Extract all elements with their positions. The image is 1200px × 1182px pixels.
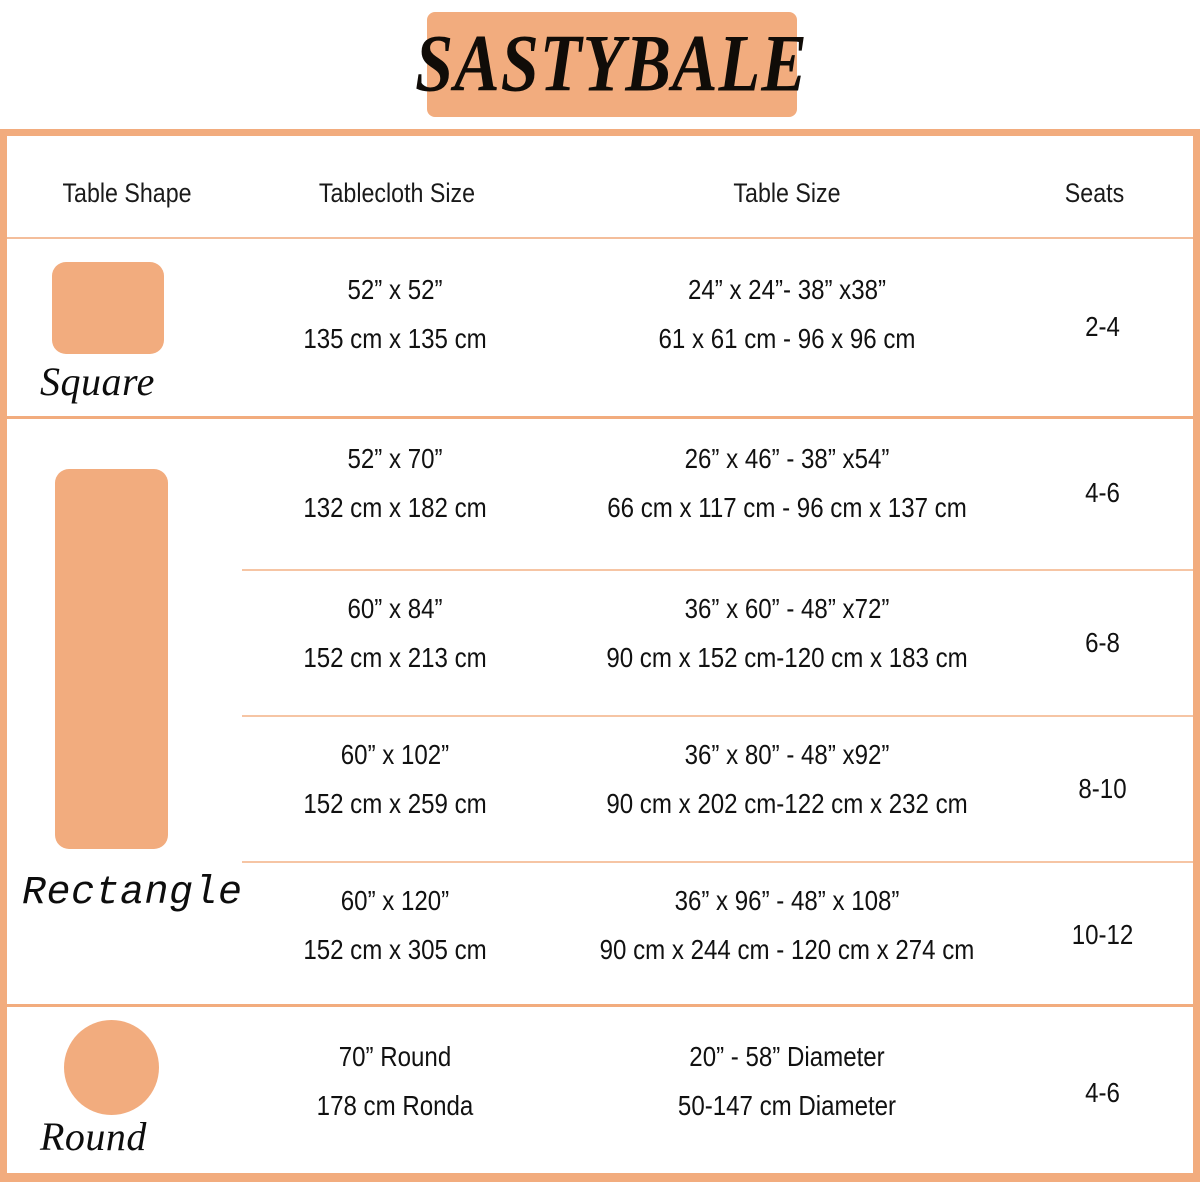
cell-table-size: 20” - 58” Diameter 50-147 cm Diameter <box>585 1042 989 1121</box>
tablecloth-cm: 152 cm x 305 cm <box>303 934 487 966</box>
size-chart-table: Table Shape Tablecloth Size Table Size S… <box>0 129 1200 1182</box>
seats-value: 4-6 <box>1085 1077 1120 1108</box>
tablecloth-inches: 60” x 84” <box>347 593 443 624</box>
cell-tablecloth-size: 60” x 102” 152 cm x 259 cm <box>266 740 524 819</box>
rectangle-swatch-icon <box>55 469 168 849</box>
cell-seats: 10-12 <box>1036 919 1169 951</box>
tablecloth-inches: 52” x 70” <box>347 443 443 474</box>
table-row: 60” x 84” 152 cm x 213 cm 36” x 60” - 48… <box>7 569 1193 717</box>
tablecloth-cm: 132 cm x 182 cm <box>303 492 487 524</box>
table-row: 52” x 52” 135 cm x 135 cm 24” x 24”- 38”… <box>7 239 1193 419</box>
tablecloth-cm: 152 cm x 259 cm <box>303 788 487 820</box>
tablecloth-inches: 60” x 102” <box>340 739 450 770</box>
table-cm: 90 cm x 152 cm-120 cm x 183 cm <box>606 642 968 674</box>
cell-seats: 8-10 <box>1036 773 1169 805</box>
table-inches: 24” x 24”- 38” x38” <box>687 274 887 305</box>
cell-tablecloth-size: 70” Round 178 cm Ronda <box>266 1042 524 1121</box>
column-header-seats: Seats <box>1064 178 1125 208</box>
table-inches: 36” x 96” - 48” x 108” <box>674 885 900 916</box>
tablecloth-inches: 70” Round <box>338 1041 452 1072</box>
column-header-table-shape: Table Shape <box>62 178 192 208</box>
seats-value: 4-6 <box>1085 477 1120 508</box>
column-header-table-size: Table Size <box>733 178 841 208</box>
circle-swatch-icon <box>64 1020 159 1115</box>
cell-table-size: 36” x 60” - 48” x72” 90 cm x 152 cm-120 … <box>585 594 989 673</box>
cell-tablecloth-size: 60” x 84” 152 cm x 213 cm <box>266 594 524 673</box>
table-row: 60” x 102” 152 cm x 259 cm 36” x 80” - 4… <box>7 715 1193 863</box>
table-row: 52” x 70” 132 cm x 182 cm 26” x 46” - 38… <box>7 419 1193 571</box>
table-cm: 50-147 cm Diameter <box>677 1090 897 1122</box>
cell-seats: 2-4 <box>1036 311 1169 343</box>
table-inches: 36” x 80” - 48” x92” <box>684 739 890 770</box>
table-header-row: Table Shape Tablecloth Size Table Size S… <box>7 136 1193 239</box>
cell-seats: 6-8 <box>1036 627 1169 659</box>
square-swatch-icon <box>52 262 164 354</box>
shape-label-round: Round <box>40 1114 147 1159</box>
shape-label-square: Square <box>40 359 155 404</box>
brand-logo: SASTYBALE <box>416 12 807 117</box>
table-inches: 36” x 60” - 48” x72” <box>684 593 890 624</box>
cell-table-size: 26” x 46” - 38” x54” 66 cm x 117 cm - 96… <box>585 444 989 523</box>
cell-seats: 4-6 <box>1036 1077 1169 1109</box>
table-cm: 61 x 61 cm - 96 x 96 cm <box>658 323 916 355</box>
seats-value: 10-12 <box>1071 919 1134 950</box>
table-cm: 90 cm x 244 cm - 120 cm x 274 cm <box>599 934 975 966</box>
shape-label-rectangle: Rectangle <box>22 871 243 916</box>
tablecloth-cm: 152 cm x 213 cm <box>303 642 487 674</box>
seats-value: 2-4 <box>1085 311 1120 342</box>
cell-table-size: 36” x 96” - 48” x 108” 90 cm x 244 cm - … <box>585 886 989 965</box>
seats-value: 6-8 <box>1085 627 1120 658</box>
table-inches: 20” - 58” Diameter <box>689 1041 885 1072</box>
seats-value: 8-10 <box>1078 773 1127 804</box>
cell-table-size: 24” x 24”- 38” x38” 61 x 61 cm - 96 x 96… <box>585 275 989 354</box>
brand-name: SASTYBALE <box>415 18 809 110</box>
column-header-tablecloth-size: Tablecloth Size <box>318 178 476 208</box>
tablecloth-inches: 52” x 52” <box>347 274 443 305</box>
table-cm: 66 cm x 117 cm - 96 cm x 137 cm <box>607 492 967 524</box>
table-inches: 26” x 46” - 38” x54” <box>684 443 890 474</box>
tablecloth-cm: 135 cm x 135 cm <box>303 323 487 355</box>
cell-table-size: 36” x 80” - 48” x92” 90 cm x 202 cm-122 … <box>585 740 989 819</box>
table-cm: 90 cm x 202 cm-122 cm x 232 cm <box>606 788 968 820</box>
table-grid: Table Shape Tablecloth Size Table Size S… <box>7 136 1193 1173</box>
cell-tablecloth-size: 52” x 70” 132 cm x 182 cm <box>266 444 524 523</box>
cell-seats: 4-6 <box>1036 477 1169 509</box>
cell-tablecloth-size: 60” x 120” 152 cm x 305 cm <box>266 886 524 965</box>
table-row: 60” x 120” 152 cm x 305 cm 36” x 96” - 4… <box>7 861 1193 1007</box>
table-row: 70” Round 178 cm Ronda 20” - 58” Diamete… <box>7 1007 1193 1177</box>
cell-tablecloth-size: 52” x 52” 135 cm x 135 cm <box>266 275 524 354</box>
tablecloth-inches: 60” x 120” <box>340 885 450 916</box>
tablecloth-cm: 178 cm Ronda <box>316 1090 474 1122</box>
